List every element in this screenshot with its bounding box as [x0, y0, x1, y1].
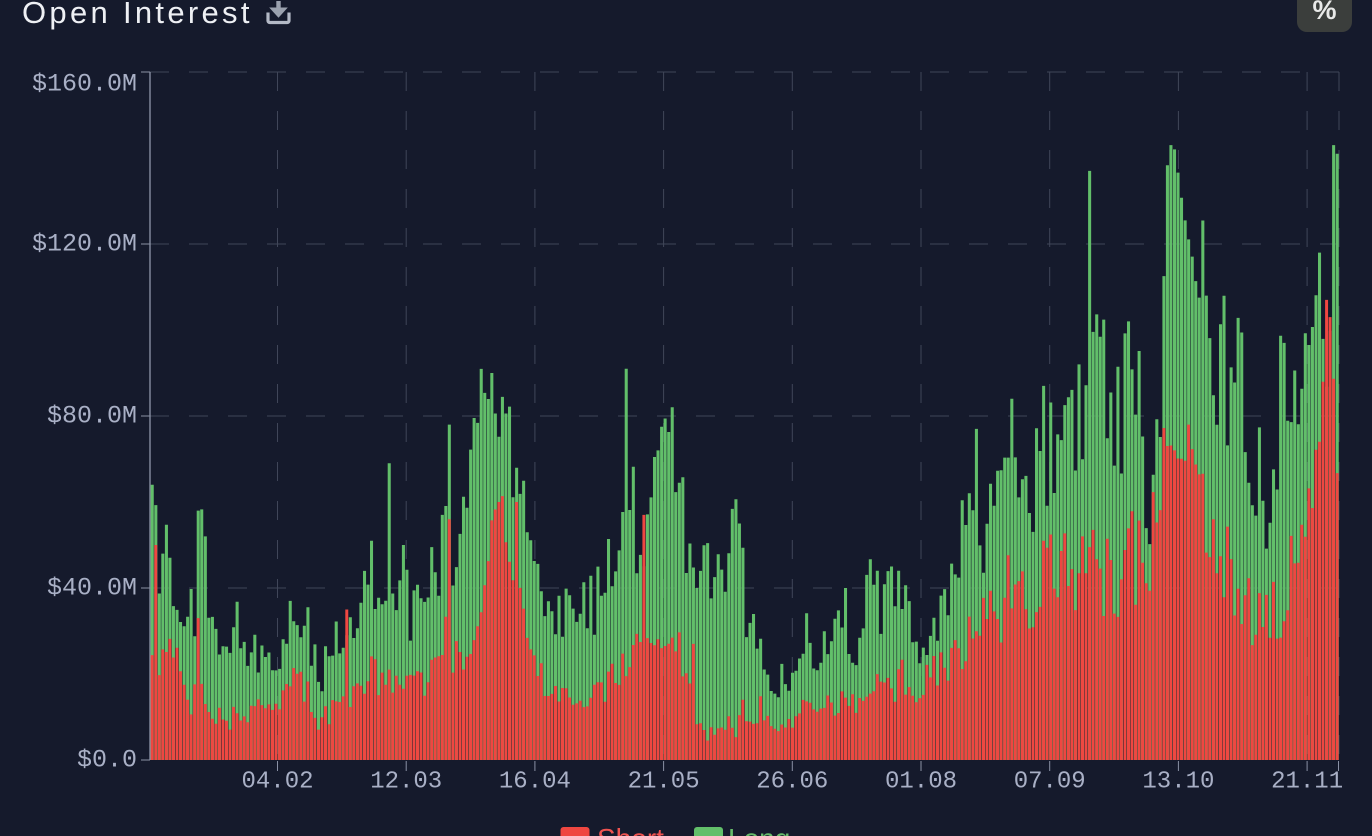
svg-text:04.02: 04.02: [241, 769, 313, 796]
svg-text:12.03: 12.03: [370, 769, 442, 796]
svg-text:13.10: 13.10: [1142, 769, 1214, 796]
svg-text:$160.0M: $160.0M: [32, 70, 137, 99]
svg-text:$0.0: $0.0: [77, 746, 137, 775]
svg-text:16.04: 16.04: [499, 769, 571, 796]
svg-text:26.06: 26.06: [756, 769, 828, 796]
svg-text:21.05: 21.05: [628, 769, 700, 796]
svg-text:$80.0M: $80.0M: [47, 402, 137, 431]
svg-text:07.09: 07.09: [1014, 769, 1086, 796]
svg-text:Short: Short: [597, 823, 664, 836]
svg-text:Long: Long: [728, 823, 790, 836]
svg-text:01.08: 01.08: [885, 769, 957, 796]
svg-text:$120.0M: $120.0M: [32, 230, 137, 259]
svg-text:21.11: 21.11: [1271, 769, 1343, 796]
svg-text:$40.0M: $40.0M: [47, 574, 137, 603]
